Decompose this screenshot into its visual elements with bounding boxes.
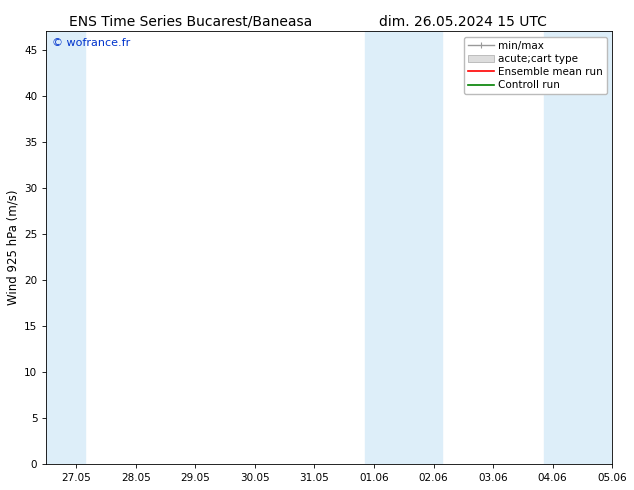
Y-axis label: Wind 925 hPa (m/s): Wind 925 hPa (m/s) — [7, 190, 20, 305]
Bar — [46, 31, 85, 464]
Bar — [365, 31, 443, 464]
Text: ENS Time Series Bucarest/Baneasa: ENS Time Series Bucarest/Baneasa — [68, 15, 312, 29]
Text: © wofrance.fr: © wofrance.fr — [52, 38, 131, 48]
Bar — [544, 31, 634, 464]
Text: dim. 26.05.2024 15 UTC: dim. 26.05.2024 15 UTC — [379, 15, 547, 29]
Legend: min/max, acute;cart type, Ensemble mean run, Controll run: min/max, acute;cart type, Ensemble mean … — [463, 37, 607, 95]
